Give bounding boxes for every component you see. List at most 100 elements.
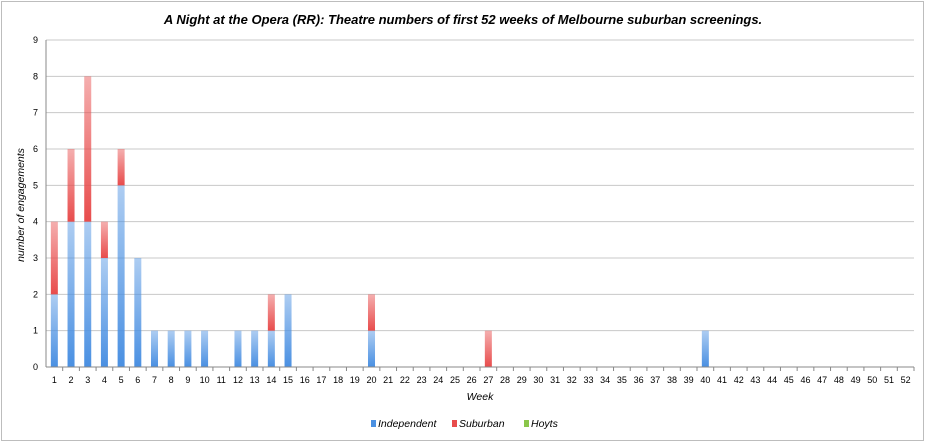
bar-suburban-week-1	[50, 221, 58, 295]
bar-independent-week-4	[100, 258, 108, 367]
x-tick-label: 18	[333, 375, 343, 385]
bar-independent-week-13	[251, 330, 259, 367]
legend-label-hoyts: Hoyts	[531, 418, 559, 430]
x-tick-label: 33	[583, 375, 593, 385]
bar-suburban-week-4	[100, 221, 108, 258]
x-tick-label: 51	[884, 375, 894, 385]
x-tick-label: 12	[233, 375, 243, 385]
x-tick-label: 28	[500, 375, 510, 385]
x-tick-label: 32	[567, 375, 577, 385]
bar-independent-week-14	[267, 330, 275, 367]
bar-independent-week-9	[184, 330, 192, 367]
x-tick-label: 42	[734, 375, 744, 385]
bar-suburban-week-5	[117, 149, 125, 186]
chart-title: A Night at the Opera (RR): Theatre numbe…	[163, 12, 762, 27]
grid-layer	[46, 39, 914, 368]
x-tick-label: 19	[350, 375, 360, 385]
x-tick-label: 3	[85, 375, 90, 385]
x-tick-label: 14	[266, 375, 276, 385]
x-tick-label: 8	[169, 375, 174, 385]
x-tick-label: 47	[817, 375, 827, 385]
bar-independent-week-6	[134, 258, 142, 367]
x-tick-label: 22	[400, 375, 410, 385]
y-tick-label: 3	[33, 253, 38, 263]
x-tick-label: 24	[433, 375, 443, 385]
x-tick-label: 16	[300, 375, 310, 385]
x-tick-label: 48	[834, 375, 844, 385]
x-tick-label: 46	[800, 375, 810, 385]
x-tick-label: 30	[533, 375, 543, 385]
y-tick-label: 8	[33, 71, 38, 81]
x-tick-label: 34	[600, 375, 610, 385]
x-tick-label: 31	[550, 375, 560, 385]
x-tick-label: 15	[283, 375, 293, 385]
bar-suburban-week-20	[367, 294, 376, 331]
x-tick-label: 13	[250, 375, 260, 385]
x-tick-label: 45	[784, 375, 794, 385]
x-tick-label: 5	[119, 375, 124, 385]
legend-label-independent: Independent	[378, 418, 437, 430]
x-tick-label: 20	[366, 375, 376, 385]
bar-independent-week-1	[50, 294, 58, 367]
x-tick-label: 6	[135, 375, 140, 385]
y-axis-label: number of engagements	[15, 147, 27, 262]
bar-suburban-week-2	[67, 149, 75, 222]
bar-independent-week-20	[367, 330, 376, 367]
x-tick-label: 36	[634, 375, 644, 385]
x-tick-label: 26	[467, 375, 477, 385]
legend-swatch-independent	[371, 420, 376, 427]
bar-layer	[50, 76, 709, 367]
bar-independent-week-3	[84, 221, 92, 367]
x-tick-label: 35	[617, 375, 627, 385]
y-tick-label: 9	[33, 35, 38, 45]
bar-independent-week-15	[284, 294, 292, 367]
x-tick-label: 2	[69, 375, 74, 385]
legend-label-suburban: Suburban	[459, 418, 505, 430]
x-tick-label: 21	[383, 375, 393, 385]
x-tick-label: 17	[316, 375, 326, 385]
x-axis-label: Week	[467, 391, 494, 403]
y-tick-label: 0	[33, 362, 38, 372]
legend: Independent Suburban Hoyts	[371, 418, 559, 430]
x-tick-label: 43	[750, 375, 760, 385]
y-tick-label: 6	[33, 144, 38, 154]
legend-swatch-hoyts	[524, 420, 529, 427]
y-tick-label: 7	[33, 108, 38, 118]
x-tick-label: 37	[650, 375, 660, 385]
legend-swatch-suburban	[452, 420, 457, 427]
x-tick-label: 10	[200, 375, 210, 385]
x-tick-label: 39	[684, 375, 694, 385]
x-tick-label: 9	[185, 375, 190, 385]
x-tick-label: 49	[851, 375, 861, 385]
y-tick-label: 4	[33, 217, 38, 227]
bar-independent-week-2	[67, 221, 75, 367]
x-tick-label: 40	[700, 375, 710, 385]
x-tick-label: 23	[417, 375, 427, 385]
x-tick-label: 11	[217, 375, 226, 385]
x-tick-label: 38	[667, 375, 677, 385]
y-tick-label: 2	[33, 289, 38, 299]
x-tick-label: 25	[450, 375, 460, 385]
x-tick-label: 41	[717, 375, 727, 385]
x-tick-label: 4	[102, 375, 107, 385]
bar-independent-week-10	[201, 330, 209, 367]
bar-suburban-week-3	[84, 76, 92, 222]
x-tick-label: 29	[517, 375, 527, 385]
bar-independent-week-8	[167, 330, 175, 367]
bar-suburban-week-14	[267, 294, 275, 331]
bar-suburban-week-27	[484, 330, 492, 367]
y-tick-label: 1	[33, 326, 38, 336]
bar-independent-week-7	[150, 330, 159, 367]
y-tick-label: 5	[33, 180, 38, 190]
bar-independent-week-12	[234, 330, 242, 367]
x-tick-label: 50	[867, 375, 877, 385]
x-tick-label: 44	[767, 375, 777, 385]
bar-independent-week-5	[117, 185, 125, 367]
x-tick-label: 1	[52, 375, 57, 385]
x-tick-label: 52	[901, 375, 911, 385]
x-tick-label: 7	[152, 375, 157, 385]
x-tick-label: 27	[483, 375, 493, 385]
